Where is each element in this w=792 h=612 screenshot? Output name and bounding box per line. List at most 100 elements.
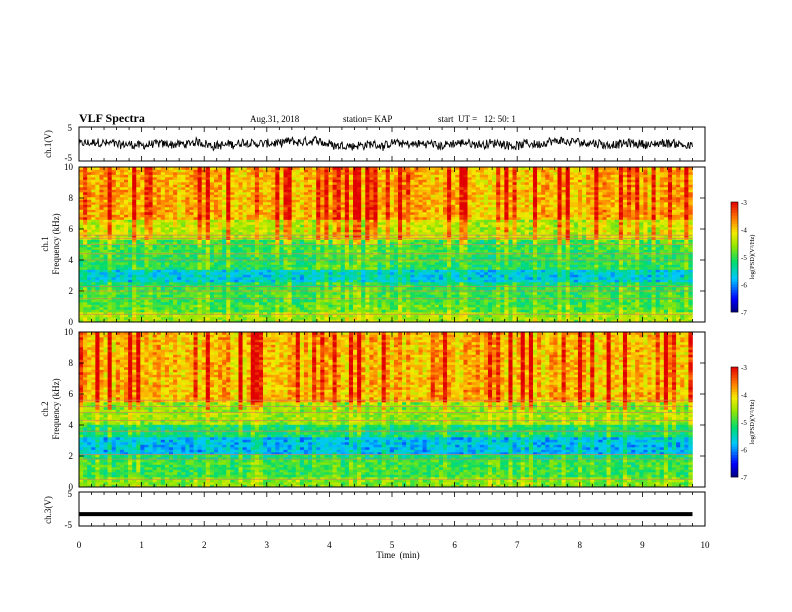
spectrogram-cell	[398, 287, 403, 290]
spectrogram-cell	[177, 277, 182, 280]
spectrogram-cell	[283, 232, 288, 235]
spectrogram-cell	[201, 244, 207, 248]
spectrogram-cell	[189, 179, 194, 183]
spectrogram-cell	[275, 222, 280, 225]
spectrogram-cell	[320, 234, 325, 238]
spectrogram-cell	[193, 172, 198, 175]
spectrogram-cell	[168, 304, 174, 308]
spectrogram-cell	[79, 204, 84, 208]
spectrogram-cell	[209, 252, 215, 255]
spectrogram-cell	[156, 292, 162, 295]
spectrogram-cell	[123, 197, 129, 200]
spectrogram-cell	[103, 294, 108, 298]
spectrogram-cell	[299, 242, 305, 245]
spectrogram-cell	[299, 279, 305, 283]
spectrogram-cell	[119, 312, 125, 315]
spectrogram-cell	[234, 229, 239, 233]
spectrogram-cell	[132, 179, 137, 183]
spectrogram-cell	[168, 267, 174, 270]
spectrogram-cell	[156, 287, 162, 290]
spectrogram-cell	[299, 307, 305, 310]
spectrogram-cell	[377, 247, 382, 250]
spectrogram-cell	[111, 229, 117, 233]
spectrogram-cell	[119, 182, 125, 185]
spectrogram-cell	[218, 202, 223, 205]
spectrogram-cell	[316, 274, 321, 278]
spectrogram-cell	[340, 302, 346, 305]
spectrogram-cell	[361, 177, 366, 180]
spectrogram-cell	[267, 242, 272, 245]
spectrogram-cell	[283, 277, 288, 280]
spectrogram-cell	[316, 207, 321, 210]
spectrogram-cell	[164, 287, 170, 290]
spectrogram-cell	[381, 174, 387, 178]
spectrogram-cell	[173, 232, 178, 235]
spectrogram-cell	[185, 249, 190, 253]
spectrogram-cell	[185, 304, 190, 308]
spectrogram-cell	[275, 244, 280, 248]
spectrogram-cell	[230, 314, 235, 318]
spectrogram-cell	[173, 304, 178, 308]
spectrogram-cell	[193, 249, 198, 253]
spectrogram-cell	[340, 207, 346, 210]
spectrogram-cell	[291, 182, 297, 185]
spectrogram-cell	[79, 312, 84, 315]
spectrogram-cell	[99, 177, 104, 180]
spectrogram-cell	[369, 222, 374, 225]
spectrogram-cell	[209, 314, 215, 318]
spectrogram-cell	[136, 314, 141, 318]
spectrogram-cell	[271, 219, 276, 223]
spectrogram-cell	[328, 199, 333, 203]
spectrogram-cell	[385, 174, 391, 178]
spectrogram-cell	[226, 267, 231, 270]
spectrogram-cell	[365, 197, 370, 200]
spectrogram-cell	[152, 269, 158, 273]
spectrogram-cell	[312, 279, 317, 283]
spectrogram-cell	[197, 307, 202, 310]
spectrogram-cell	[234, 252, 239, 255]
spectrogram-cell	[132, 269, 137, 273]
spectrogram-cell	[344, 189, 350, 193]
spectrogram-cell	[189, 229, 194, 233]
spectrogram-cell	[377, 312, 382, 315]
spectrogram-cell	[373, 244, 378, 248]
spectrogram-cell	[226, 274, 231, 278]
spectrogram-cell	[181, 252, 186, 255]
spectrogram-cell	[132, 194, 137, 198]
spectrogram-cell	[316, 212, 321, 215]
spectrogram-cell	[246, 179, 252, 183]
spectrogram-cell	[230, 284, 235, 288]
spectrogram-cell	[340, 287, 346, 290]
spectrogram-cell	[365, 182, 370, 185]
spectrogram-cell	[103, 234, 108, 238]
spectrogram-cell	[119, 287, 125, 290]
spectrogram-cell	[132, 302, 137, 305]
spectrogram-cell	[238, 209, 243, 213]
spectrogram-cell	[91, 199, 96, 203]
spectrogram-cell	[193, 182, 198, 185]
spectrogram-cell	[303, 287, 309, 290]
spectrogram-cell	[119, 174, 125, 178]
spectrogram-cell	[377, 282, 382, 285]
spectrogram-cell	[385, 207, 391, 210]
spectrogram-cell	[87, 202, 92, 205]
spectrogram-cell	[103, 184, 108, 188]
spectrogram-cell	[291, 317, 297, 320]
spectrogram-cell	[119, 232, 125, 235]
spectrogram-cell	[275, 199, 280, 203]
spectrogram-cell	[361, 214, 366, 218]
spectrogram-cell	[357, 194, 362, 198]
spectrogram-cell	[299, 194, 305, 198]
spectrogram-cell	[238, 319, 243, 323]
spectrogram-cell	[303, 184, 309, 188]
spectrogram-cell	[230, 227, 235, 230]
spectrogram-cell	[340, 267, 346, 270]
spectrogram-cell	[83, 194, 88, 198]
spectrogram-cell	[279, 182, 284, 185]
spectrogram-cell	[275, 204, 280, 208]
spectrogram-cell	[148, 179, 153, 183]
spectrogram-cell	[344, 194, 350, 198]
spectrogram-cell	[91, 244, 96, 248]
spectrogram-cell	[291, 234, 297, 238]
spectrogram-cell	[250, 247, 256, 250]
